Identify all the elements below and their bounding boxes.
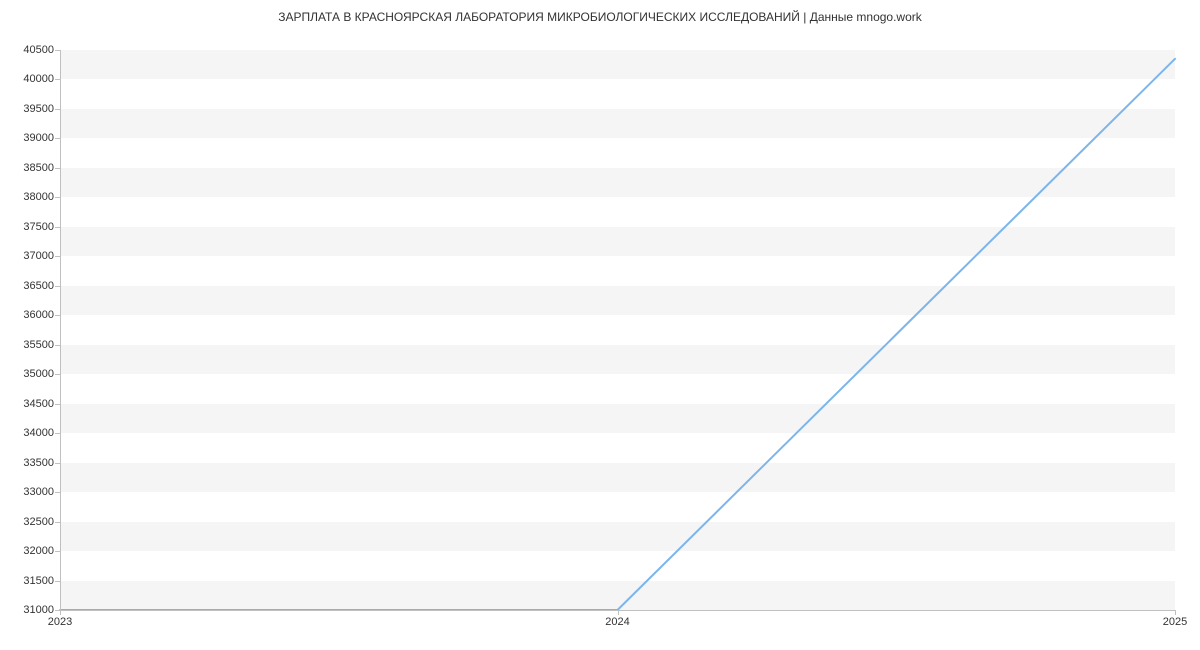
- y-tick-label: 33000: [23, 486, 54, 498]
- y-tick-label: 38500: [23, 162, 54, 174]
- y-tick-label: 38000: [23, 191, 54, 203]
- x-axis-line: [60, 610, 1175, 611]
- y-tick-label: 31000: [23, 604, 54, 616]
- x-tick-label: 2023: [48, 616, 72, 628]
- x-tick-mark: [1175, 610, 1176, 615]
- y-tick-label: 32500: [23, 516, 54, 528]
- y-tick-label: 36000: [23, 309, 54, 321]
- y-tick-label: 40000: [23, 73, 54, 85]
- y-axis-line: [60, 50, 61, 610]
- y-tick-label: 32000: [23, 545, 54, 557]
- y-tick-label: 37500: [23, 221, 54, 233]
- y-tick-label: 40500: [23, 44, 54, 56]
- y-tick-label: 31500: [23, 575, 54, 587]
- y-tick-label: 39000: [23, 132, 54, 144]
- chart-container: ЗАРПЛАТА В КРАСНОЯРСКАЯ ЛАБОРАТОРИЯ МИКР…: [0, 0, 1200, 650]
- series-line: [60, 59, 1175, 610]
- y-tick-label: 37000: [23, 250, 54, 262]
- x-tick-label: 2025: [1163, 616, 1187, 628]
- y-tick-label: 34000: [23, 427, 54, 439]
- line-layer: [60, 50, 1175, 610]
- y-tick-label: 35500: [23, 339, 54, 351]
- plot-area: 3100031500320003250033000335003400034500…: [60, 50, 1175, 610]
- y-tick-label: 34500: [23, 398, 54, 410]
- y-tick-label: 33500: [23, 457, 54, 469]
- y-tick-label: 36500: [23, 280, 54, 292]
- y-tick-label: 39500: [23, 103, 54, 115]
- x-tick-label: 2024: [605, 616, 629, 628]
- y-tick-label: 35000: [23, 368, 54, 380]
- chart-title: ЗАРПЛАТА В КРАСНОЯРСКАЯ ЛАБОРАТОРИЯ МИКР…: [0, 10, 1200, 24]
